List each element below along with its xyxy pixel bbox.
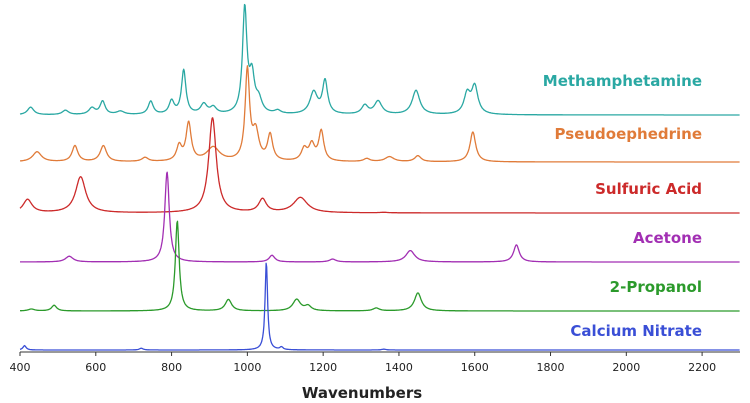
series-label-acetone: Acetone bbox=[633, 229, 702, 247]
x-tick-label: 1400 bbox=[385, 361, 413, 374]
trace-sulfuric-acid bbox=[19, 117, 740, 214]
series-label-pseudoephedrine: Pseudoephedrine bbox=[555, 125, 702, 143]
x-tick-label: 1200 bbox=[309, 361, 337, 374]
series-label-sulfuric-acid: Sulfuric Acid bbox=[595, 180, 702, 198]
trace-2-propanol bbox=[19, 220, 740, 312]
trace-pseudoephedrine bbox=[19, 65, 740, 163]
x-tick-label: 400 bbox=[10, 361, 31, 374]
spectra-traces bbox=[19, 3, 740, 351]
x-axis-ticks: 400 600 800 1000 1200 1400 1600 1800 2000 2200 bbox=[10, 352, 716, 374]
series-label-2-propanol: 2-Propanol bbox=[610, 278, 702, 296]
trace-acetone bbox=[19, 171, 740, 263]
x-tick-label: 1000 bbox=[233, 361, 261, 374]
trace-calcium-nitrate bbox=[19, 262, 740, 351]
series-labels: Methamphetamine Pseudoephedrine Sulfuric A… bbox=[543, 72, 702, 340]
x-tick-label: 2200 bbox=[688, 361, 716, 374]
x-axis-title: Wavenumbers bbox=[302, 384, 422, 402]
x-tick-label: 1800 bbox=[537, 361, 565, 374]
series-label-calcium-nitrate: Calcium Nitrate bbox=[570, 322, 702, 340]
x-tick-label: 800 bbox=[161, 361, 182, 374]
trace-methamphetamine bbox=[19, 3, 740, 116]
x-tick-label: 1600 bbox=[461, 361, 489, 374]
series-label-methamphetamine: Methamphetamine bbox=[543, 72, 702, 90]
x-tick-label: 2000 bbox=[612, 361, 640, 374]
x-tick-label: 600 bbox=[85, 361, 106, 374]
